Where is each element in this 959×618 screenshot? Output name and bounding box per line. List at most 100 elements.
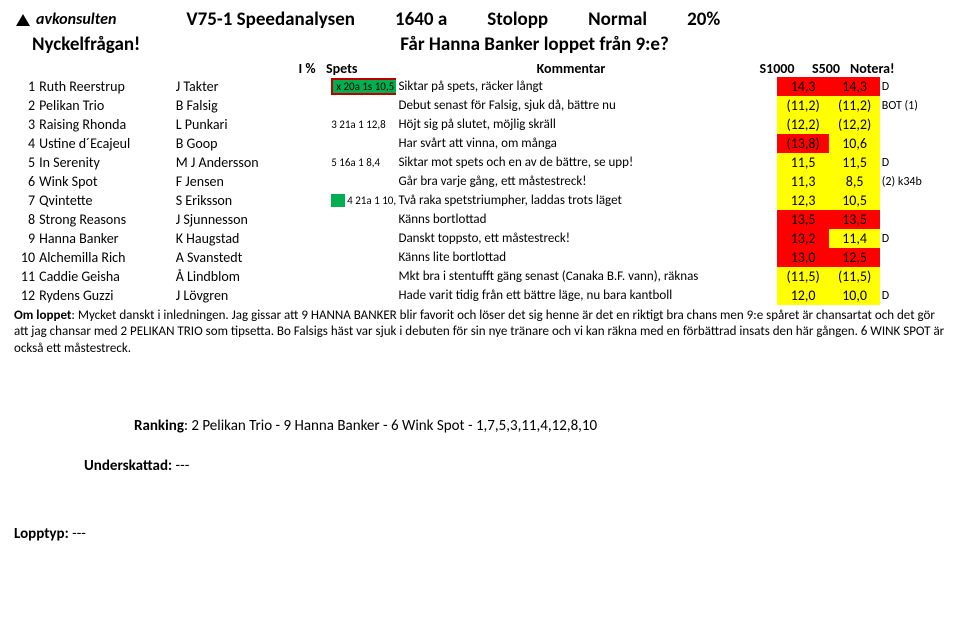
cell-notera [880, 115, 945, 134]
cell-komm: Känns lite bortlottad [396, 248, 776, 267]
table-row: 8Strong ReasonsJ SjunnessonKänns bortlot… [14, 210, 945, 229]
underskattad-line: Underskattad: --- [84, 457, 945, 475]
cell-spets [329, 286, 396, 305]
cell-driver: F Jensen [174, 172, 290, 191]
cell-driver: S Eriksson [174, 191, 290, 210]
cell-driver: J Lövgren [174, 286, 290, 305]
cell-driver: B Goop [174, 134, 290, 153]
cell-ipct [289, 115, 329, 134]
cell-horse: Qvintette [37, 191, 174, 210]
cell-komm: Höjt sig på slutet, möjlig skräll [396, 115, 776, 134]
cell-horse: Wink Spot [37, 172, 174, 191]
column-headers: I % Spets Kommentar S1000 S500 Notera! [14, 60, 945, 77]
cell-s1000: 11,5 [777, 153, 830, 172]
cell-komm: Har svårt att vinna, om många [396, 134, 776, 153]
cell-komm: Hade varit tidig från ett bättre läge, n… [396, 286, 776, 305]
lopptyp-label: Lopptyp: [14, 525, 69, 543]
subtitle-right: Får Hanna Banker loppet från 9:e? [400, 33, 669, 56]
cell-s500: 10,0 [829, 286, 879, 305]
cell-num: 3 [14, 115, 37, 134]
cell-horse: Alchemilla Rich [37, 248, 174, 267]
table-row: 7QvintetteS Eriksson 4 21a 1 10,4Två rak… [14, 191, 945, 210]
col-s1000: S1000 [752, 60, 802, 77]
table-row: 9Hanna BankerK HaugstadDanskt toppsto, e… [14, 229, 945, 248]
cell-s500: 13,5 [829, 210, 879, 229]
cell-s1000: 13,0 [777, 248, 830, 267]
cell-komm: Mkt bra i stentufft gäng senast (Canaka … [396, 267, 776, 286]
cell-komm: Känns bortlottad [396, 210, 776, 229]
cell-notera [880, 134, 945, 153]
cell-driver: Å Lindblom [174, 267, 290, 286]
subtitle-left: Nyckelfrågan! [14, 33, 140, 56]
bottom-block: Ranking: 2 Pelikan Trio - 9 Hanna Banker… [14, 417, 945, 543]
cell-ipct [289, 96, 329, 115]
cell-ipct [289, 172, 329, 191]
ranking-line: Ranking: 2 Pelikan Trio - 9 Hanna Banker… [134, 417, 945, 435]
cell-spets [329, 96, 396, 115]
cell-driver: A Svanstedt [174, 248, 290, 267]
cell-s500: (11,5) [829, 267, 879, 286]
cell-s500: (12,2) [829, 115, 879, 134]
cell-num: 6 [14, 172, 37, 191]
table-row: 6Wink SpotF Jensen Går bra varje gång, et… [14, 172, 945, 191]
cell-s1000: (12,2) [777, 115, 830, 134]
cell-komm: Siktar på spets, räcker långt [396, 77, 776, 96]
table-row: 2Pelikan TrioB FalsigDebut senast för Fa… [14, 96, 945, 115]
table-row: 11Caddie GeishaÅ LindblomMkt bra i stent… [14, 267, 945, 286]
cell-num: 4 [14, 134, 37, 153]
spets-green-icon [331, 194, 344, 207]
ranking-label: Ranking [134, 417, 184, 435]
cell-horse: Strong Reasons [37, 210, 174, 229]
table-row: 12Rydens GuzziJ Lövgren Hade varit tidig … [14, 286, 945, 305]
race-pct: 20% [687, 8, 720, 31]
cell-spets [329, 248, 396, 267]
cell-spets: 3 21a 1 12,8 [329, 115, 396, 134]
race-title: V75-1 Speedanalysen [186, 8, 355, 31]
cell-num: 8 [14, 210, 37, 229]
cell-s500: 11,4 [829, 229, 879, 248]
table-row: 4Ustine d´EcajeulB Goop Har svårt att vin… [14, 134, 945, 153]
cell-num: 12 [14, 286, 37, 305]
cell-ipct [289, 153, 329, 172]
cell-driver: K Haugstad [174, 229, 290, 248]
cell-notera [880, 248, 945, 267]
cell-s500: 12,5 [829, 248, 879, 267]
table-row: 10Alchemilla RichA SvanstedtKänns lite b… [14, 248, 945, 267]
cell-num: 2 [14, 96, 37, 115]
cell-ipct [289, 286, 329, 305]
cell-s500: (11,2) [829, 96, 879, 115]
cell-horse: Ustine d´Ecajeul [37, 134, 174, 153]
cell-komm: Två raka spetstriumpher, laddas trots lä… [396, 191, 776, 210]
cell-komm: Danskt toppsto, ett måstestreck! [396, 229, 776, 248]
spets-highlight: x 20a 1s 10,5 [331, 78, 396, 95]
cell-s1000: 13,2 [777, 229, 830, 248]
cell-spets [329, 229, 396, 248]
cell-spets: x 20a 1s 10,5 [329, 77, 396, 96]
cell-komm: Går bra varje gång, ett måstestreck! [396, 172, 776, 191]
cell-driver: L Punkari [174, 115, 290, 134]
underskattad-text: --- [172, 457, 189, 475]
header-row-2: Nyckelfrågan! Får Hanna Banker loppet fr… [14, 33, 945, 56]
cell-spets [329, 267, 396, 286]
cell-spets [329, 210, 396, 229]
logo-text: avkonsulten [36, 10, 116, 29]
cell-horse: Rydens Guzzi [37, 286, 174, 305]
col-s500: S500 [802, 60, 850, 77]
cell-notera [880, 267, 945, 286]
col-notera: Notera! [850, 60, 912, 77]
cell-ipct [289, 77, 329, 96]
cell-s1000: (11,5) [777, 267, 830, 286]
cell-spets [329, 134, 396, 153]
cell-horse: Hanna Banker [37, 229, 174, 248]
cell-s1000: (13,8) [777, 134, 830, 153]
cell-ipct [289, 134, 329, 153]
cell-notera [880, 191, 945, 210]
table-row: 1Ruth ReerstrupJ Takterx 20a 1s 10,5Sikt… [14, 77, 945, 96]
cell-ipct [289, 229, 329, 248]
cell-horse: Caddie Geisha [37, 267, 174, 286]
cell-s500: 11,5 [829, 153, 879, 172]
race-cond: Normal [588, 8, 647, 31]
cell-num: 1 [14, 77, 37, 96]
cell-driver: B Falsig [174, 96, 290, 115]
cell-spets [329, 172, 396, 191]
